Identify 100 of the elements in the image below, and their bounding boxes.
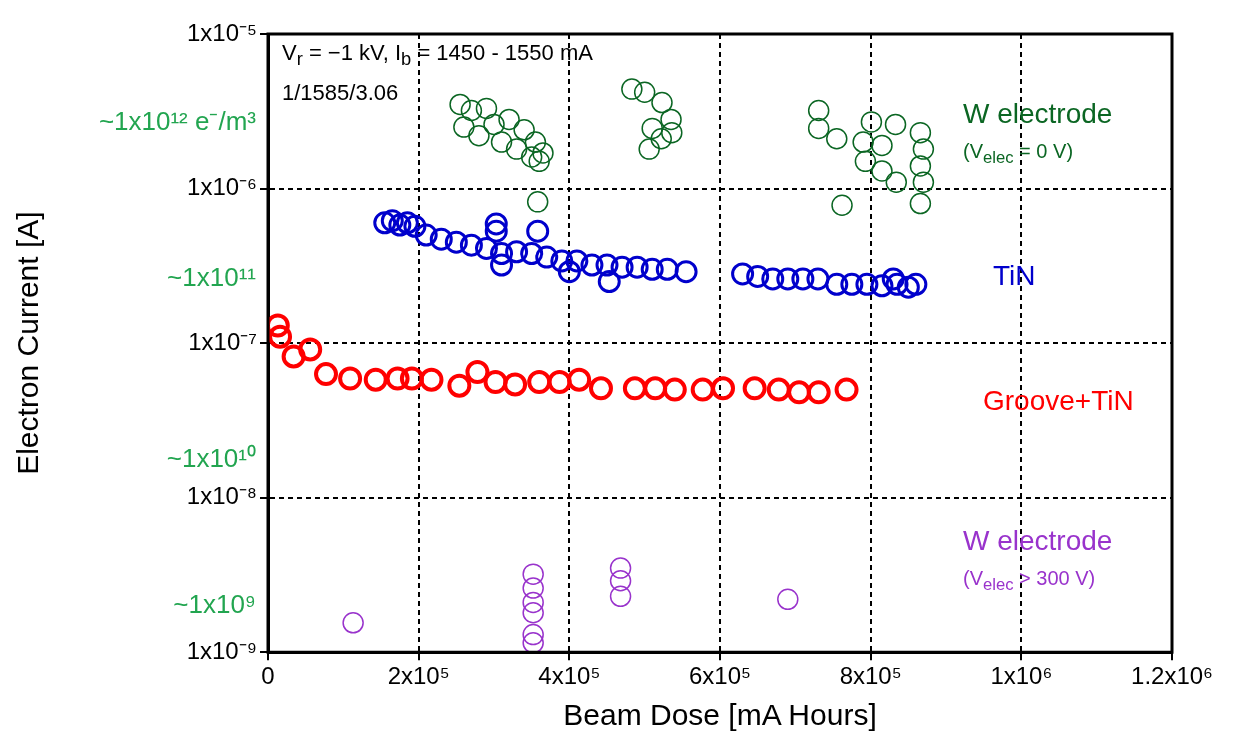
point xyxy=(650,128,672,150)
point xyxy=(484,212,508,236)
point xyxy=(609,557,632,579)
point xyxy=(831,194,853,216)
point xyxy=(807,117,830,140)
point xyxy=(522,591,544,614)
point xyxy=(498,108,520,131)
y-tick-label: 1x10⁻⁹ xyxy=(186,636,257,664)
point xyxy=(638,138,660,160)
point xyxy=(453,116,475,138)
point xyxy=(483,113,505,136)
point xyxy=(503,372,528,397)
point xyxy=(806,267,830,291)
annotation: 1/1585/3.06 xyxy=(282,80,399,106)
point xyxy=(651,91,673,114)
point xyxy=(522,632,544,653)
point xyxy=(403,214,427,238)
text: ~1x10¹² e⁻/m³ xyxy=(98,105,256,138)
series-label: W electrode (V$_{elec}$ = 0 V) xyxy=(963,97,1113,169)
point xyxy=(909,155,932,177)
point xyxy=(595,253,619,277)
text: TiN xyxy=(993,259,1036,293)
point xyxy=(840,272,864,296)
point xyxy=(731,262,755,286)
point xyxy=(776,267,800,291)
point xyxy=(505,138,528,160)
point xyxy=(909,192,932,215)
point xyxy=(852,131,874,153)
point xyxy=(547,370,572,395)
point xyxy=(622,376,647,401)
point xyxy=(625,255,649,279)
point xyxy=(429,227,453,251)
point xyxy=(373,211,397,235)
point xyxy=(460,99,483,122)
point xyxy=(690,377,715,402)
point xyxy=(490,253,514,277)
point xyxy=(884,113,907,136)
point xyxy=(281,344,306,369)
point xyxy=(513,119,535,141)
point xyxy=(825,272,849,296)
point xyxy=(465,360,490,385)
y-tick-label: 1x10⁻⁸ xyxy=(186,482,257,510)
point xyxy=(791,267,815,291)
x-tick-label: 0 xyxy=(261,662,275,690)
point xyxy=(807,99,830,122)
point xyxy=(380,209,404,233)
point xyxy=(643,376,668,401)
point xyxy=(909,121,932,144)
point xyxy=(567,367,592,392)
point xyxy=(532,142,554,164)
x-axis-title: Beam Dose [mA Hours] xyxy=(563,698,877,732)
point xyxy=(520,241,544,265)
y-axis-title: Electron Current [A] xyxy=(11,211,45,475)
point xyxy=(885,272,909,296)
point xyxy=(444,230,468,254)
point xyxy=(565,249,589,273)
point xyxy=(834,377,859,402)
point xyxy=(449,93,471,116)
point xyxy=(661,121,683,144)
point xyxy=(640,257,664,281)
point xyxy=(904,272,928,296)
point xyxy=(896,275,920,299)
point xyxy=(522,623,544,646)
x-tick-label: 1x10⁶ xyxy=(990,662,1053,690)
point xyxy=(870,274,894,298)
point xyxy=(674,260,698,284)
point xyxy=(580,253,604,277)
point xyxy=(826,128,848,150)
point xyxy=(505,240,529,264)
point xyxy=(662,377,687,402)
x-tick-label: 6x10⁵ xyxy=(689,662,751,690)
text: ~1x10¹¹ xyxy=(167,262,256,293)
point xyxy=(388,213,412,237)
x-tick-label: 2x10⁵ xyxy=(387,662,450,690)
point xyxy=(746,264,770,288)
point xyxy=(609,569,632,592)
y-tick-label: 1x10⁻⁵ xyxy=(187,18,257,46)
point xyxy=(860,111,883,133)
x-tick-label: 4x10⁵ xyxy=(538,662,601,690)
point xyxy=(871,134,893,157)
point xyxy=(399,366,424,391)
point xyxy=(468,124,490,147)
text: ~1x10¹⁰ xyxy=(166,442,256,475)
point xyxy=(524,131,547,153)
point xyxy=(522,563,544,585)
point xyxy=(490,131,513,153)
point xyxy=(298,337,323,362)
point xyxy=(268,324,293,349)
point xyxy=(522,602,544,624)
point xyxy=(787,380,812,405)
point xyxy=(526,191,549,213)
point xyxy=(314,362,339,387)
point xyxy=(363,367,388,392)
point xyxy=(761,267,785,291)
point xyxy=(588,376,613,401)
point xyxy=(871,160,893,182)
point xyxy=(522,577,544,599)
point xyxy=(609,585,632,608)
point xyxy=(597,270,621,294)
point xyxy=(912,138,935,160)
